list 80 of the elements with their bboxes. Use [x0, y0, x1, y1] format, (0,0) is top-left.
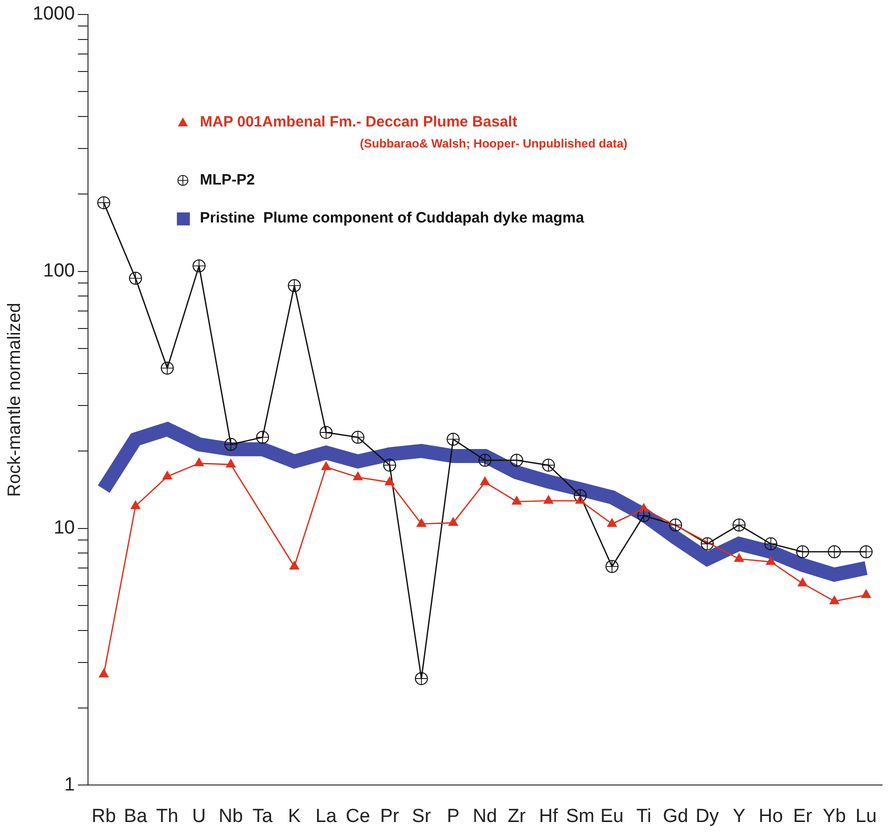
y-tick-label: 10	[54, 518, 75, 538]
x-tick-label: U	[192, 806, 206, 827]
annotation: (Subbarao& Walsh; Hooper- Unpublished data)	[360, 136, 628, 151]
x-tick-label: Sr	[412, 806, 432, 827]
point	[542, 458, 555, 472]
point	[478, 454, 492, 467]
point	[798, 578, 808, 586]
point	[130, 500, 140, 510]
point	[638, 503, 649, 512]
x-tick-label: Th	[156, 806, 178, 827]
x-tick-label: Ti	[636, 806, 652, 827]
x-tick-label: Nb	[218, 806, 243, 827]
point	[766, 556, 776, 565]
point	[828, 545, 841, 558]
point	[224, 438, 238, 451]
x-tick-label: Nd	[472, 806, 498, 827]
x-tick-label: P	[446, 806, 460, 827]
point	[194, 458, 204, 466]
x-tick-label: Ba	[124, 806, 148, 827]
point	[796, 545, 810, 558]
point	[700, 537, 714, 550]
point	[446, 432, 460, 446]
point	[861, 589, 871, 598]
point	[290, 560, 300, 570]
point	[669, 518, 682, 532]
legend-label: MAP 001Ambenal Fm.- Deccan Plume Basalt	[200, 114, 518, 131]
point	[732, 518, 746, 532]
point	[162, 471, 172, 480]
x-tick-label: Lu	[856, 806, 877, 827]
point	[575, 495, 586, 504]
point	[321, 462, 331, 470]
point	[574, 489, 587, 502]
point	[860, 545, 873, 558]
x-tick-label: Ce	[346, 806, 370, 827]
point	[192, 259, 206, 272]
point	[830, 596, 840, 604]
x-tick-label: Zr	[508, 806, 526, 827]
point	[226, 459, 236, 468]
point	[607, 518, 617, 527]
point	[448, 517, 458, 526]
x-tick-label: K	[288, 806, 301, 827]
point	[353, 472, 363, 480]
point	[129, 272, 142, 285]
legend-label: MLP-P2	[200, 172, 255, 189]
x-tick-label: Ta	[252, 806, 274, 827]
point	[351, 430, 364, 444]
x-tick-label: Er	[793, 806, 813, 827]
x-tick-label: Yb	[822, 806, 846, 827]
point	[416, 518, 426, 527]
x-tick-label: Ho	[758, 806, 783, 827]
point	[734, 553, 744, 562]
x-tick-label: Gd	[662, 806, 688, 827]
point	[384, 476, 394, 486]
point	[414, 672, 428, 686]
x-tick-label: Y	[732, 806, 746, 827]
point	[160, 362, 174, 375]
point	[97, 196, 110, 210]
point	[98, 668, 109, 678]
point	[383, 458, 396, 472]
x-tick-label: Eu	[600, 806, 624, 827]
point	[512, 496, 522, 505]
y-tick-label: 1000	[32, 4, 75, 25]
point	[764, 537, 778, 550]
x-tick-label: Pr	[380, 806, 400, 827]
point	[320, 426, 333, 439]
x-tick-label: Sm	[566, 806, 594, 827]
point	[480, 476, 490, 486]
x-tick-label: Rb	[92, 806, 116, 827]
point	[288, 279, 301, 292]
point	[605, 560, 618, 573]
point	[256, 430, 270, 444]
legend-label: Pristine Plume component of Cuddapah dyke magma	[200, 210, 585, 227]
y-axis-title: Rock-mantle normalized	[4, 302, 24, 497]
point	[544, 495, 554, 504]
point	[510, 454, 524, 467]
x-tick-label: Hf	[538, 806, 559, 827]
x-tick-label: La	[316, 806, 338, 827]
x-tick-label: Dy	[696, 806, 720, 827]
y-tick-label: 1	[64, 774, 75, 796]
y-tick-label: 100	[43, 260, 75, 282]
